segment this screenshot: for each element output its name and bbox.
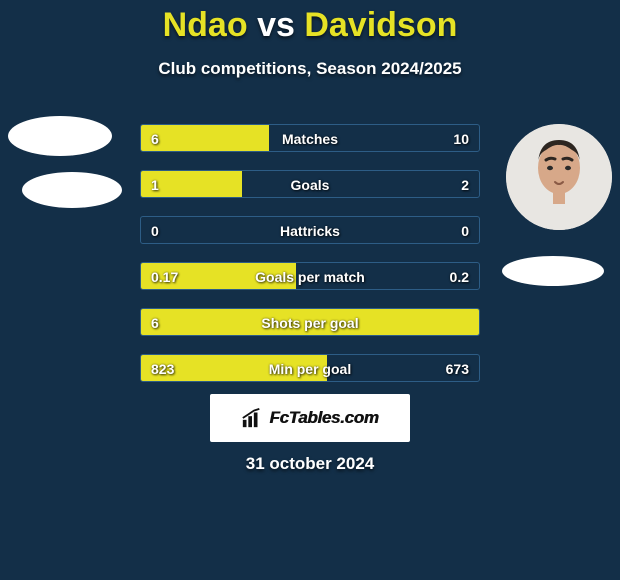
stat-label: Shots per goal <box>141 309 479 336</box>
player2-avatar <box>506 124 612 230</box>
stat-label: Matches <box>141 125 479 152</box>
stat-row: 6Matches10 <box>140 124 480 152</box>
player1-avatar-shape-2 <box>22 172 122 208</box>
stat-row: 0Hattricks0 <box>140 216 480 244</box>
stat-row: 6Shots per goal <box>140 308 480 336</box>
stat-bars: 6Matches10 1Goals2 0Hattricks0 0.17Goals pe… <box>140 124 480 400</box>
stat-row: 823Min per goal673 <box>140 354 480 382</box>
stat-row: 1Goals2 <box>140 170 480 198</box>
logo-text: FcTables.com <box>269 408 378 428</box>
stat-value-right: 0.2 <box>450 263 469 290</box>
stat-label: Goals <box>141 171 479 198</box>
stat-label: Min per goal <box>141 355 479 382</box>
player1-name: Ndao <box>163 6 248 44</box>
stat-label: Hattricks <box>141 217 479 244</box>
logo-icon <box>241 407 263 429</box>
comparison-title: Ndao vs Davidson <box>0 0 620 45</box>
stat-value-right: 673 <box>446 355 469 382</box>
player2-name: Davidson <box>304 6 457 44</box>
fctables-logo: FcTables.com <box>210 394 410 442</box>
subtitle: Club competitions, Season 2024/2025 <box>0 59 620 79</box>
stat-row: 0.17Goals per match0.2 <box>140 262 480 290</box>
stat-value-right: 10 <box>453 125 469 152</box>
player2-avatar-shape <box>502 256 604 286</box>
date: 31 october 2024 <box>0 454 620 474</box>
vs-text: vs <box>257 6 295 44</box>
stat-label: Goals per match <box>141 263 479 290</box>
stat-value-right: 0 <box>461 217 469 244</box>
stat-value-right: 2 <box>461 171 469 198</box>
player1-avatar-shape <box>8 116 112 156</box>
